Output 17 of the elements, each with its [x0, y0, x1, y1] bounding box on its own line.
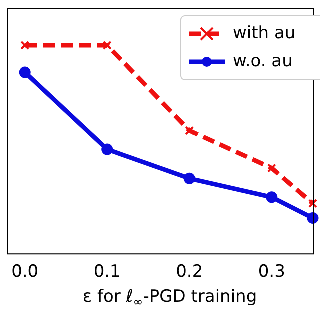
point — [267, 164, 276, 173]
x-tick-label: 0.0 — [12, 262, 39, 282]
point — [102, 144, 114, 156]
point — [102, 40, 112, 50]
point — [307, 212, 319, 224]
point — [185, 126, 194, 136]
point — [308, 199, 318, 208]
x-tick-label: 0.1 — [94, 262, 121, 282]
point — [184, 172, 196, 184]
x-tick-label: 0.3 — [258, 262, 286, 282]
point — [19, 66, 31, 78]
point — [20, 40, 30, 50]
legend-label: w.o. au — [233, 51, 293, 72]
x-axis-title: ε for ℓ∞-PGD training — [82, 287, 258, 309]
point — [266, 192, 278, 204]
x-tick-label: 0.2 — [176, 262, 204, 282]
legend-label: with au — [233, 23, 296, 44]
